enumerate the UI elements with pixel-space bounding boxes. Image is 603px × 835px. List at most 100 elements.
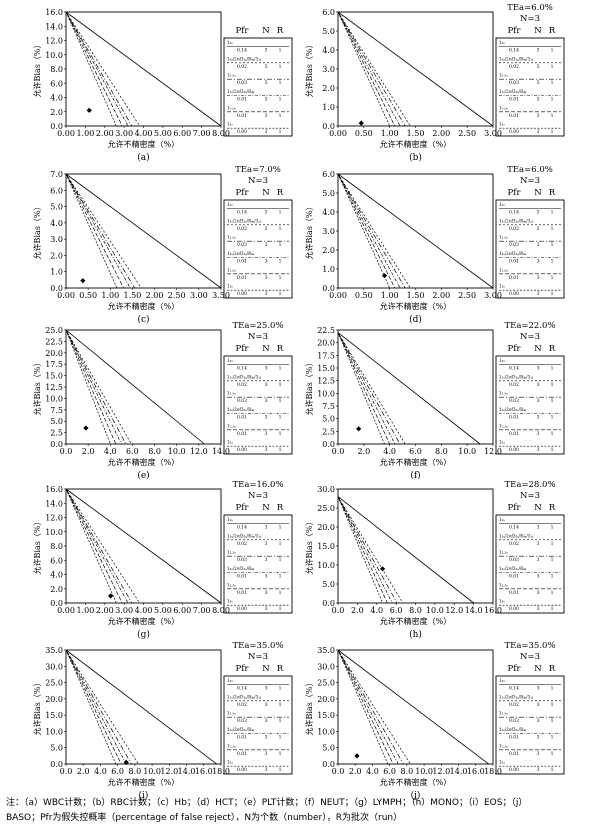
legend-n: 3 bbox=[537, 80, 540, 86]
legend-r: 1 bbox=[551, 80, 554, 86]
legend-r: 1 bbox=[279, 590, 282, 596]
legend-n: 3 bbox=[537, 702, 540, 708]
legend-rule-label: 1₃ₛ/2of3₂ₛ/R₄ₛ/3₁ₛ bbox=[499, 374, 534, 379]
y-tick-label: 0.0 bbox=[322, 122, 335, 131]
opspec-line-5 bbox=[337, 173, 411, 289]
figure-footnote: 注：（a）WBC计数；（b）RBC计数；（c）Hb；（d）HCT；（e）PLT计… bbox=[6, 796, 598, 826]
opspec-line-4 bbox=[337, 332, 401, 445]
chart-panel-5: 0.02.55.07.510.012.515.017.520.022.525.0… bbox=[32, 321, 293, 481]
legend-box bbox=[223, 514, 293, 614]
y-tick-label: 2.0 bbox=[322, 246, 335, 255]
x-tick-label: 8.0 bbox=[148, 447, 161, 456]
x-tick-label: 3.00 bbox=[484, 291, 502, 300]
opspec-line-3 bbox=[65, 488, 129, 604]
x-tick-label: 4.00 bbox=[135, 606, 153, 615]
legend-rule-label: 1₃ₛ bbox=[499, 284, 505, 289]
y-tick-label: 20.0 bbox=[317, 339, 335, 348]
legend-n: 3 bbox=[265, 398, 268, 404]
legend-n: 3 bbox=[265, 431, 268, 437]
legend-pfr: 0.01 bbox=[509, 275, 519, 281]
x-tick-label: 1.00 bbox=[101, 291, 119, 300]
y-tick-label: 10.0 bbox=[317, 561, 335, 570]
y-axis-label: 允许Bias（%） bbox=[304, 679, 314, 736]
x-tick-label: 10.0 bbox=[426, 606, 444, 615]
legend-n: 3 bbox=[537, 447, 540, 453]
legend-n: 3 bbox=[537, 541, 540, 547]
legend-rule-label: 1₂.₅ₛ bbox=[499, 267, 508, 272]
opspec-line-6 bbox=[65, 11, 222, 127]
legend-r: 1 bbox=[551, 702, 554, 708]
x-tick-label: 8.0 bbox=[435, 447, 448, 456]
legend-pfr: 0.03 bbox=[237, 557, 247, 563]
opspec-line-3 bbox=[337, 173, 401, 289]
y-tick-label: 20.0 bbox=[317, 523, 335, 532]
y-tick-label: 5.0 bbox=[322, 27, 335, 36]
legend-rule-label: 1₂ₛ bbox=[227, 517, 233, 522]
opspec-line-3 bbox=[337, 332, 396, 445]
legend-head-n: N bbox=[262, 503, 270, 513]
legend-box bbox=[223, 199, 293, 299]
legend-rule-label: 1₂.₅ₛ bbox=[227, 743, 236, 748]
legend-r: 1 bbox=[551, 447, 554, 453]
opspec-line-2 bbox=[337, 649, 394, 765]
legend-pfr: 0.14 bbox=[509, 686, 519, 692]
legend-pfr: 0.03 bbox=[509, 557, 519, 563]
opspec-line-2 bbox=[337, 11, 396, 127]
legend-pfr: 0.01 bbox=[237, 415, 247, 421]
legend-pfr: 0.01 bbox=[509, 751, 519, 757]
legend-pfr: 0.00 bbox=[509, 291, 519, 297]
y-tick-label: 16.0 bbox=[45, 8, 63, 17]
legend-rule-label: 1₃ₛ bbox=[227, 440, 233, 445]
x-tick-label: 4.0 bbox=[366, 767, 379, 776]
n-label: N=3 bbox=[248, 491, 268, 501]
legend-rule-label: 1₂.₅ₛ bbox=[227, 391, 236, 396]
legend-n: 3 bbox=[537, 97, 540, 103]
y-tick-label: 25.0 bbox=[45, 679, 63, 688]
x-tick-label: 6.0 bbox=[390, 606, 403, 615]
y-tick-label: 10.0 bbox=[45, 727, 63, 736]
y-tick-label: 22.5 bbox=[317, 326, 335, 335]
legend-n: 3 bbox=[537, 767, 540, 773]
legend-n: 3 bbox=[265, 574, 268, 580]
x-tick-label: 0.0 bbox=[332, 606, 345, 615]
operating-point bbox=[80, 278, 86, 284]
legend-box bbox=[223, 675, 293, 775]
opspec-line-4 bbox=[65, 488, 133, 604]
legend-n: 3 bbox=[537, 382, 540, 388]
legend-pfr: 0.14 bbox=[509, 210, 519, 216]
legend-n: 3 bbox=[265, 242, 268, 248]
legend-r: 1 bbox=[551, 64, 554, 70]
x-tick-label: 0.0 bbox=[332, 447, 345, 456]
opspec-line-4 bbox=[65, 329, 127, 445]
legend-pfr: 0.01 bbox=[237, 590, 247, 596]
y-tick-label: 6.0 bbox=[50, 186, 63, 195]
legend-n: 3 bbox=[265, 129, 268, 135]
legend-n: 3 bbox=[265, 291, 268, 297]
y-tick-label: 10.0 bbox=[317, 389, 335, 398]
legend-r: 1 bbox=[279, 702, 282, 708]
legend-head-pfr: Pfr bbox=[236, 188, 250, 198]
x-tick-label: 6.0 bbox=[383, 767, 396, 776]
x-tick-label: 8.0 bbox=[401, 767, 414, 776]
legend-pfr: 0.02 bbox=[509, 541, 519, 547]
legend-box bbox=[223, 355, 293, 455]
legend-n: 3 bbox=[537, 590, 540, 596]
opspec-line-6 bbox=[337, 332, 481, 445]
opspec-line-5 bbox=[337, 11, 411, 127]
y-tick-label: 15.0 bbox=[45, 711, 63, 720]
opspec-line-4 bbox=[65, 173, 135, 289]
legend-r: 1 bbox=[551, 291, 554, 297]
x-tick-label: 4.0 bbox=[104, 447, 117, 456]
legend-n: 3 bbox=[265, 113, 268, 119]
legend-pfr: 0.02 bbox=[509, 64, 519, 70]
tea-label: TEa=22.0% bbox=[504, 321, 555, 331]
x-tick-label: 6.0 bbox=[126, 447, 139, 456]
y-tick-label: 7.5 bbox=[50, 406, 63, 415]
x-tick-label: 10.0 bbox=[458, 447, 476, 456]
legend-n: 3 bbox=[537, 64, 540, 70]
x-tick-label: 2.0 bbox=[357, 447, 370, 456]
legend-n: 3 bbox=[265, 541, 268, 547]
x-tick-label: 4.0 bbox=[370, 606, 383, 615]
legend-rule-label: 1₂.₅ₛ bbox=[499, 391, 508, 396]
y-tick-label: 10.0 bbox=[45, 528, 63, 537]
